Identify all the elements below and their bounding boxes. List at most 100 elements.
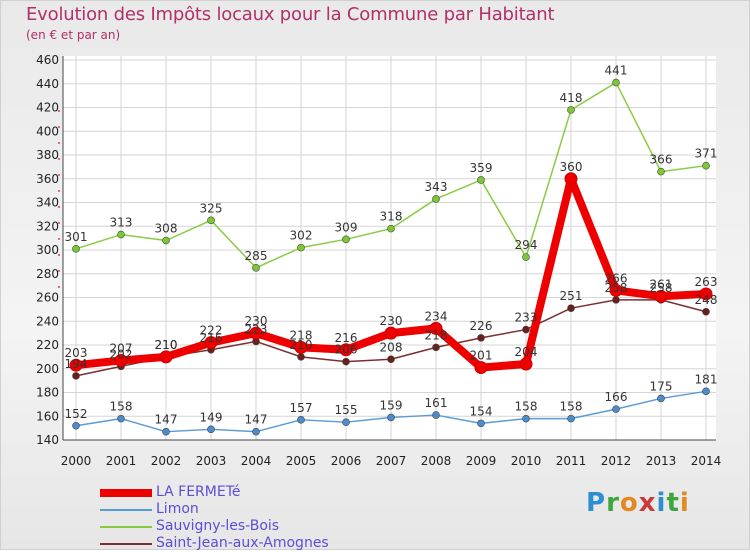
data-label: 147 bbox=[155, 413, 178, 427]
x-tick-label: 2010 bbox=[511, 454, 542, 468]
data-point bbox=[567, 106, 575, 114]
data-label: 166 bbox=[605, 390, 628, 404]
data-label: 223 bbox=[245, 322, 268, 336]
data-point bbox=[162, 427, 170, 436]
x-tick-label: 2004 bbox=[241, 454, 272, 468]
data-point bbox=[657, 167, 665, 176]
data-label: 210 bbox=[155, 338, 178, 352]
data-point bbox=[342, 357, 350, 366]
data-label: 218 bbox=[425, 328, 448, 342]
data-label: 251 bbox=[560, 289, 583, 303]
data-point bbox=[204, 336, 218, 350]
data-label: 359 bbox=[470, 161, 493, 175]
data-label: 216 bbox=[335, 331, 358, 345]
data-point bbox=[567, 304, 575, 312]
x-tick-label: 2000 bbox=[61, 454, 92, 468]
y-tick-label: 300 bbox=[36, 243, 59, 257]
data-label: 266 bbox=[605, 271, 628, 285]
data-label: 263 bbox=[695, 275, 718, 289]
data-label: 258 bbox=[605, 281, 628, 295]
data-label: 157 bbox=[290, 401, 313, 415]
legend-label: Limon bbox=[156, 501, 199, 517]
legend-swatch bbox=[100, 489, 152, 497]
data-label: 302 bbox=[290, 229, 313, 243]
data-label: 261 bbox=[650, 277, 673, 291]
data-point bbox=[252, 264, 260, 272]
data-point bbox=[522, 325, 530, 334]
data-point bbox=[342, 418, 350, 426]
data-label: 207 bbox=[110, 341, 133, 355]
data-point bbox=[477, 419, 485, 428]
data-label: 208 bbox=[380, 340, 403, 354]
data-label: 258 bbox=[650, 281, 673, 295]
y-tick-label: 280 bbox=[36, 267, 59, 281]
data-point bbox=[297, 416, 305, 424]
data-point bbox=[432, 195, 440, 203]
data-point bbox=[159, 350, 173, 364]
y-tick-label: 160 bbox=[36, 409, 59, 423]
x-tick-label: 2009 bbox=[466, 454, 497, 468]
logo-letter: x bbox=[638, 488, 657, 518]
data-point bbox=[522, 414, 530, 423]
data-label: 158 bbox=[110, 400, 133, 414]
data-label: 285 bbox=[245, 249, 268, 263]
data-label: 147 bbox=[245, 413, 268, 427]
data-label: 152 bbox=[65, 407, 88, 421]
logo-letter: P bbox=[586, 488, 607, 518]
data-point bbox=[699, 287, 713, 301]
data-point bbox=[387, 413, 395, 422]
data-label: 149 bbox=[200, 410, 223, 424]
data-point bbox=[702, 161, 710, 170]
legend-label: Saint-Jean-aux-Amognes bbox=[156, 535, 329, 551]
data-label: 210 bbox=[155, 338, 178, 352]
data-label: 158 bbox=[560, 400, 583, 414]
data-label: 248 bbox=[695, 293, 718, 307]
x-tick-label: 2013 bbox=[646, 454, 677, 468]
data-point bbox=[387, 355, 395, 364]
data-label: 226 bbox=[470, 319, 493, 333]
data-label: 234 bbox=[425, 309, 448, 323]
data-label: 313 bbox=[110, 216, 133, 230]
y-tick-label: 180 bbox=[36, 386, 59, 400]
data-point bbox=[702, 387, 710, 396]
y-tick-label: 200 bbox=[36, 362, 59, 376]
y-tick-label: 380 bbox=[36, 148, 59, 162]
data-label: 194 bbox=[65, 357, 88, 371]
data-label: 366 bbox=[650, 153, 673, 167]
data-label: 216 bbox=[200, 331, 223, 345]
x-tick-label: 2008 bbox=[421, 454, 452, 468]
data-point bbox=[114, 353, 128, 367]
y-tick-label: 220 bbox=[36, 338, 59, 352]
x-tick-label: 2014 bbox=[691, 454, 722, 468]
logo-letter: o bbox=[619, 488, 639, 518]
proxiti-logo: Proxiti bbox=[586, 488, 690, 518]
data-label: 360 bbox=[560, 160, 583, 174]
data-label: 154 bbox=[470, 404, 493, 418]
data-label: 325 bbox=[200, 201, 223, 215]
data-point bbox=[252, 427, 260, 436]
data-label: 155 bbox=[335, 403, 358, 417]
data-point bbox=[72, 372, 80, 380]
legend-swatch bbox=[100, 509, 152, 511]
x-tick-label: 2012 bbox=[601, 454, 632, 468]
data-point bbox=[432, 411, 440, 419]
y-tick-label: 320 bbox=[36, 219, 59, 233]
x-tick-label: 2001 bbox=[106, 454, 137, 468]
data-label: 203 bbox=[65, 346, 88, 360]
y-tick-label: 360 bbox=[36, 172, 59, 186]
data-point bbox=[207, 216, 215, 225]
data-label: 418 bbox=[560, 91, 583, 105]
logo-letter: i bbox=[679, 488, 690, 518]
chart-title: Evolution des Impôts locaux pour la Comm… bbox=[26, 4, 555, 25]
data-label: 181 bbox=[695, 372, 718, 386]
data-point bbox=[297, 353, 305, 361]
data-point bbox=[162, 236, 170, 245]
legend-swatch bbox=[100, 526, 152, 528]
data-point bbox=[294, 340, 308, 354]
data-point bbox=[474, 361, 488, 375]
x-tick-label: 2006 bbox=[331, 454, 362, 468]
y-tick-label: 260 bbox=[36, 291, 59, 305]
data-point bbox=[429, 321, 443, 335]
legend-label: LA FERMETé bbox=[156, 484, 241, 500]
